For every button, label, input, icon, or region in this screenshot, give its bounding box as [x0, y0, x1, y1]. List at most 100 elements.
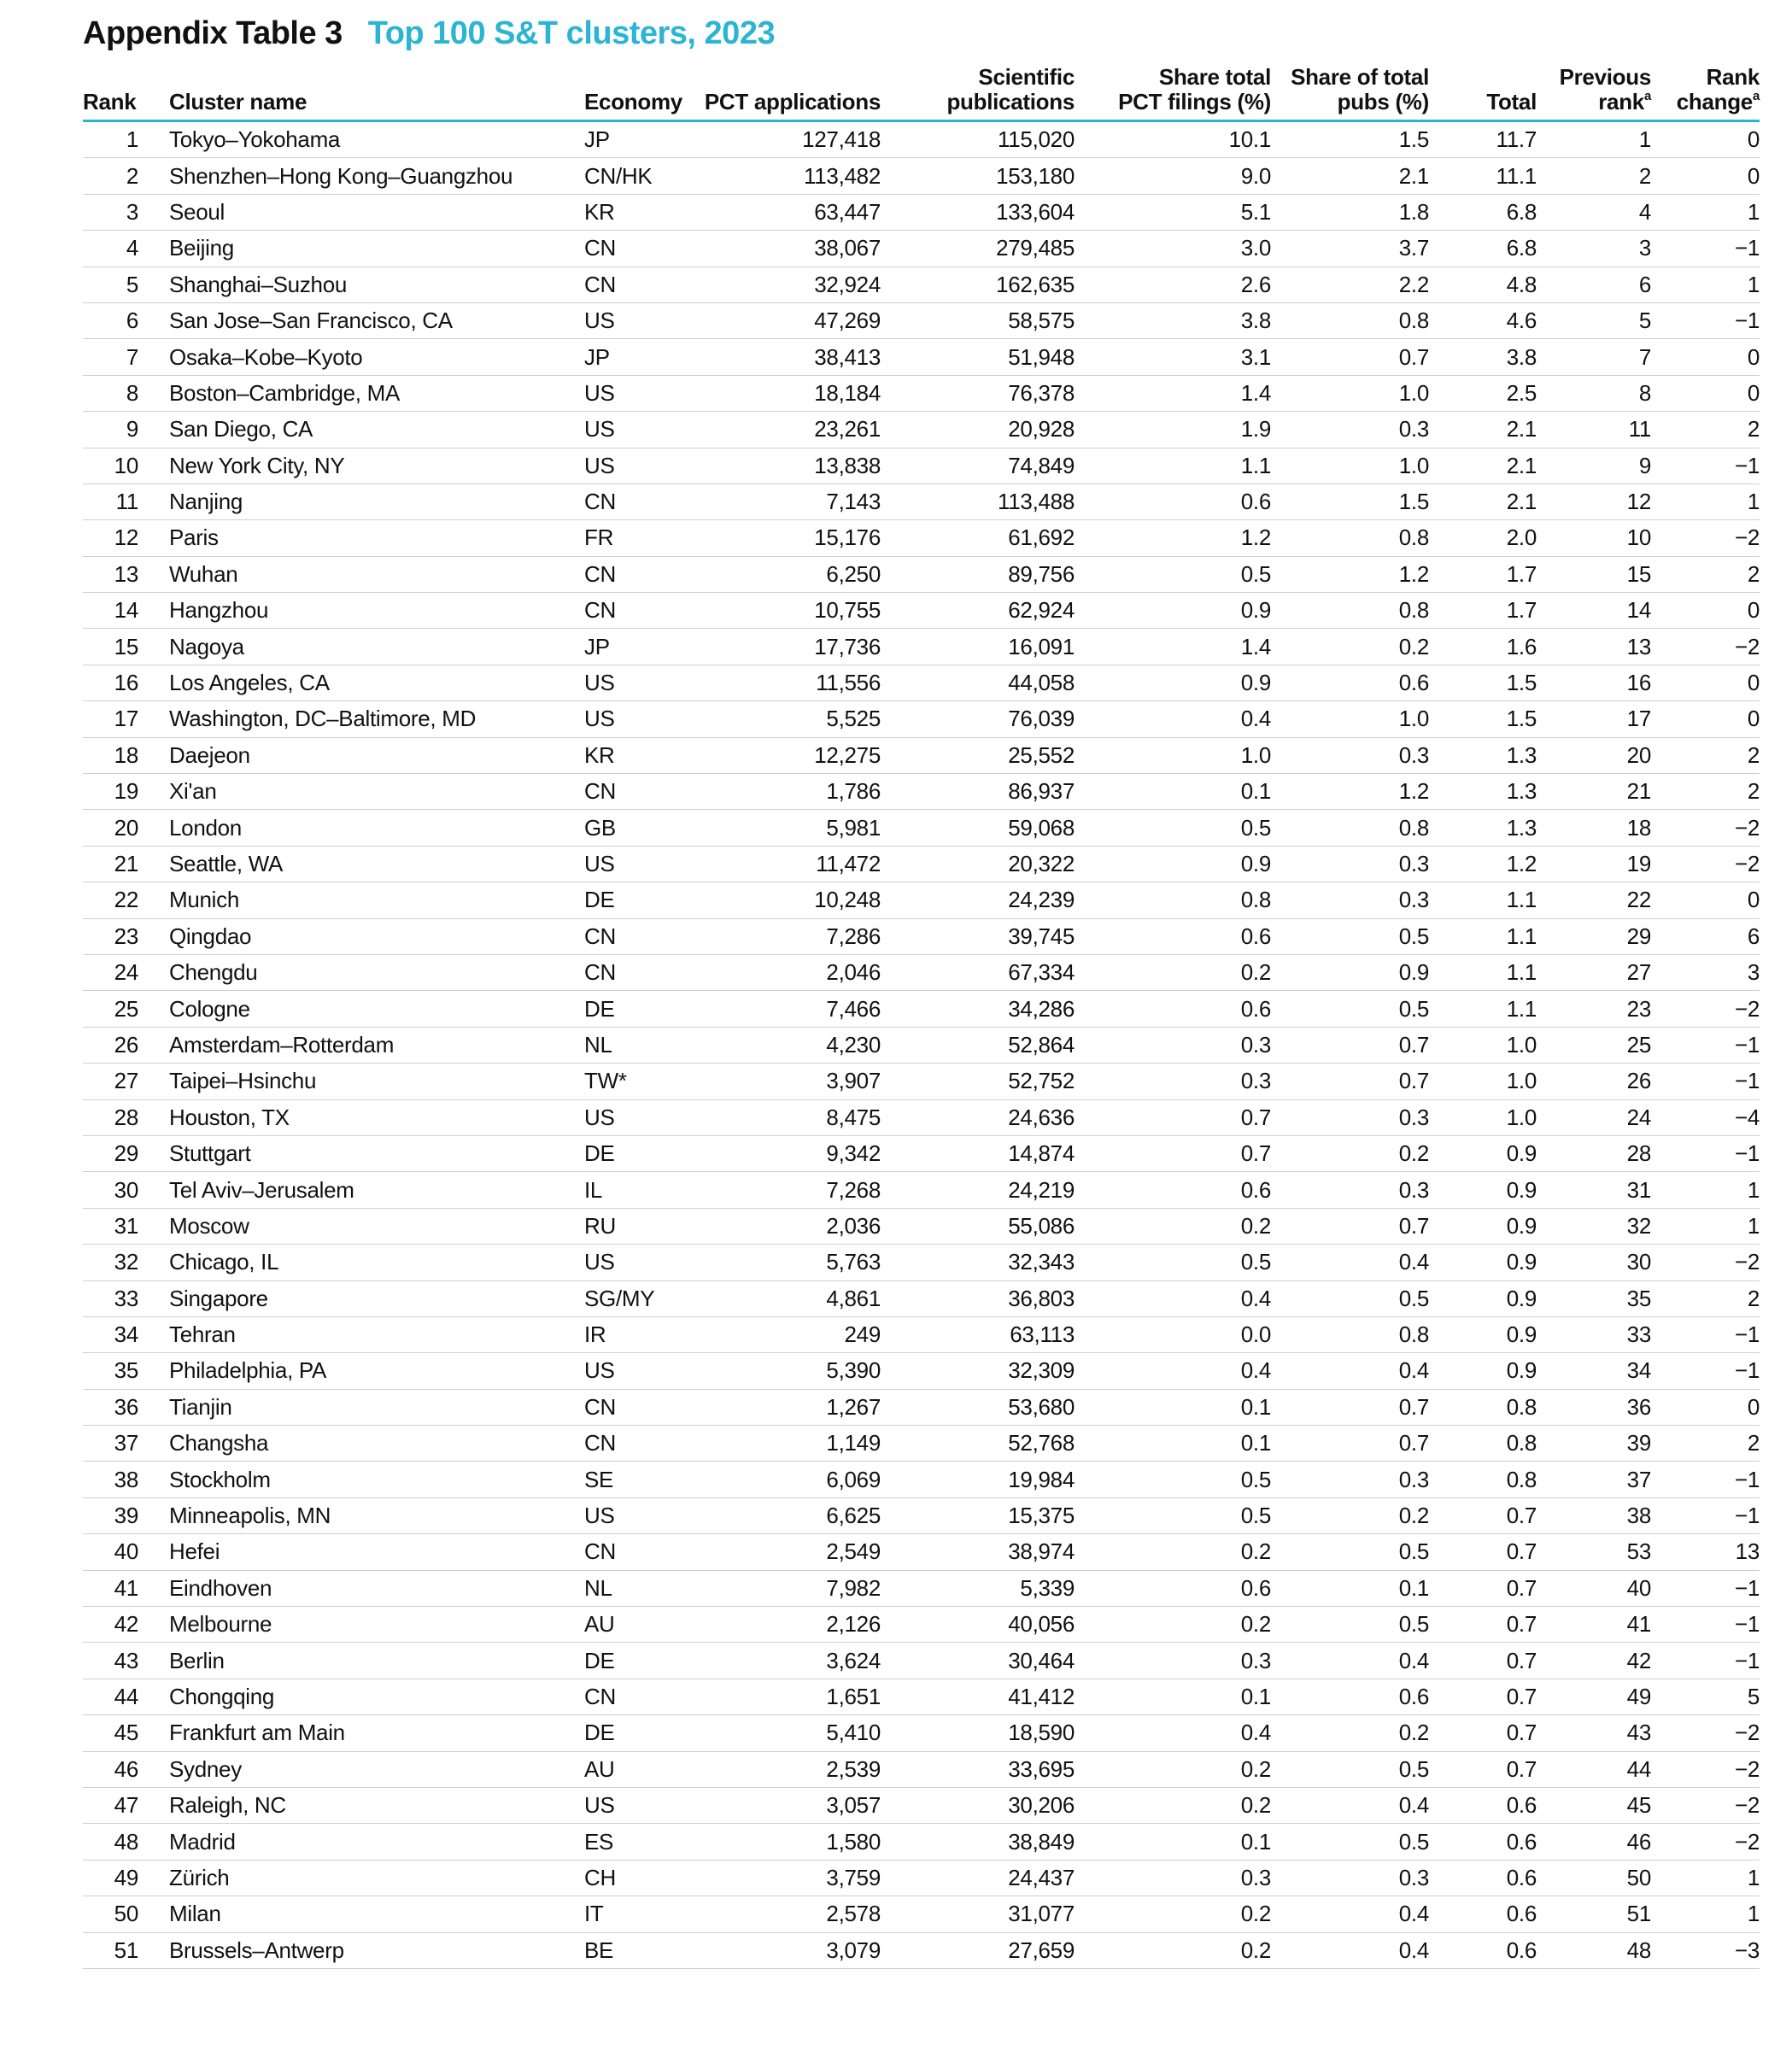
- table-row: 32 Chicago, IL US 5,763 32,343 0.5 0.4 0.9 30 −2: [83, 1244, 1760, 1281]
- cell-economy: CN: [584, 1679, 704, 1716]
- cell-rank-change: −1: [1651, 448, 1760, 484]
- cell-rank: 17: [83, 700, 138, 738]
- table-row: 42 Melbourne AU 2,126 40,056 0.2 0.5 0.7 41 −1: [83, 1606, 1760, 1644]
- cell-cluster-name: Seoul: [138, 194, 584, 231]
- cell-previous-rank: 49: [1537, 1679, 1651, 1716]
- cell-economy: CN: [584, 1425, 704, 1462]
- cell-rank-change: −3: [1651, 1932, 1760, 1969]
- cell-total: 1.0: [1429, 1063, 1537, 1100]
- table-row: 24 Chengdu CN 2,046 67,334 0.2 0.9 1.1 27 3: [83, 954, 1760, 992]
- cell-economy: CN/HK: [584, 157, 704, 195]
- cell-scientific-publications: 76,039: [881, 700, 1075, 738]
- cell-economy: US: [584, 375, 704, 413]
- cell-economy: IR: [584, 1316, 704, 1354]
- cell-economy: RU: [584, 1208, 704, 1245]
- cell-rank: 1: [83, 120, 138, 159]
- table-row: 7 Osaka–Kobe–Kyoto JP 38,413 51,948 3.1 0.7 3.8…: [83, 338, 1760, 376]
- table-row: 47 Raleigh, NC US 3,057 30,206 0.2 0.4 0.6 45 −2: [83, 1787, 1760, 1825]
- cell-cluster-name: Nanjing: [138, 483, 584, 521]
- cell-share-pubs: 0.3: [1271, 411, 1429, 448]
- cell-scientific-publications: 31,077: [881, 1896, 1075, 1933]
- cell-previous-rank: 51: [1537, 1896, 1651, 1933]
- cell-cluster-name: Eindhoven: [138, 1570, 584, 1608]
- table-row: 21 Seattle, WA US 11,472 20,322 0.9 0.3 1.2 19 −2: [83, 846, 1760, 883]
- cell-rank: 11: [83, 483, 138, 521]
- cell-rank-change: 1: [1651, 1896, 1760, 1933]
- cell-previous-rank: 16: [1537, 665, 1651, 702]
- cell-previous-rank: 12: [1537, 483, 1651, 521]
- cell-rank: 34: [83, 1316, 138, 1354]
- cell-rank-change: 0: [1651, 1389, 1760, 1427]
- cell-economy: CN: [584, 230, 704, 267]
- cell-share-pct: 0.1: [1075, 1389, 1271, 1427]
- cell-economy: DE: [584, 1642, 704, 1679]
- cell-rank-change: 6: [1651, 918, 1760, 955]
- cell-pct-applications: 3,759: [704, 1860, 881, 1897]
- cell-rank-change: 1: [1651, 483, 1760, 521]
- table-row: 19 Xi'an CN 1,786 86,937 0.1 1.2 1.3 21 2: [83, 773, 1760, 811]
- cell-scientific-publications: 133,604: [881, 194, 1075, 231]
- cell-total: 1.2: [1429, 846, 1537, 883]
- cell-rank: 33: [83, 1280, 138, 1317]
- cell-previous-rank: 14: [1537, 592, 1651, 630]
- cell-previous-rank: 2: [1537, 157, 1651, 195]
- cell-rank: 35: [83, 1352, 138, 1390]
- cell-scientific-publications: 30,464: [881, 1642, 1075, 1679]
- cell-previous-rank: 43: [1537, 1714, 1651, 1752]
- cell-cluster-name: San Jose–San Francisco, CA: [138, 302, 584, 340]
- cell-total: 0.9: [1429, 1244, 1537, 1281]
- cell-total: 6.8: [1429, 194, 1537, 231]
- cell-cluster-name: Tokyo–Yokohama: [138, 120, 584, 159]
- cell-rank-change: −1: [1651, 1642, 1760, 1679]
- cell-pct-applications: 1,651: [704, 1679, 881, 1716]
- cell-share-pubs: 0.7: [1271, 338, 1429, 376]
- cell-cluster-name: Minneapolis, MN: [138, 1497, 584, 1535]
- cell-rank-change: −1: [1651, 1027, 1760, 1064]
- cell-rank: 37: [83, 1425, 138, 1462]
- table-row: 49 Zürich CH 3,759 24,437 0.3 0.3 0.6 50 1: [83, 1860, 1760, 1897]
- cell-rank: 44: [83, 1679, 138, 1716]
- cell-economy: JP: [584, 628, 704, 665]
- table-row: 17 Washington, DC–Baltimore, MD US 5,525 76,…: [83, 700, 1760, 738]
- cell-economy: CN: [584, 556, 704, 594]
- cell-economy: NL: [584, 1570, 704, 1608]
- cell-cluster-name: Brussels–Antwerp: [138, 1932, 584, 1969]
- cell-scientific-publications: 44,058: [881, 665, 1075, 702]
- cell-scientific-publications: 32,309: [881, 1352, 1075, 1390]
- cell-scientific-publications: 32,343: [881, 1244, 1075, 1281]
- cell-share-pct: 3.1: [1075, 338, 1271, 376]
- cell-total: 4.6: [1429, 302, 1537, 340]
- header-line: Scientific: [978, 64, 1075, 90]
- cell-share-pct: 0.2: [1075, 1896, 1271, 1933]
- cell-economy: AU: [584, 1751, 704, 1788]
- cell-share-pct: 0.7: [1075, 1099, 1271, 1136]
- header-cluster-name: Cluster name: [138, 65, 584, 122]
- cell-total: 0.7: [1429, 1570, 1537, 1608]
- cell-cluster-name: Zürich: [138, 1860, 584, 1897]
- cell-share-pubs: 0.2: [1271, 628, 1429, 665]
- cell-pct-applications: 6,069: [704, 1461, 881, 1498]
- cell-rank: 48: [83, 1823, 138, 1861]
- cell-scientific-publications: 40,056: [881, 1606, 1075, 1644]
- table-row: 41 Eindhoven NL 7,982 5,339 0.6 0.1 0.7 40 −1: [83, 1570, 1760, 1608]
- table-row: 28 Houston, TX US 8,475 24,636 0.7 0.3 1.0 24 −4: [83, 1099, 1760, 1136]
- cell-cluster-name: Frankfurt am Main: [138, 1714, 584, 1752]
- cell-rank-change: −1: [1651, 1570, 1760, 1608]
- cell-cluster-name: Paris: [138, 519, 584, 557]
- cell-rank-change: 0: [1651, 700, 1760, 738]
- table-row: 20 London GB 5,981 59,068 0.5 0.8 1.3 18 −2: [83, 809, 1760, 847]
- cell-scientific-publications: 18,590: [881, 1714, 1075, 1752]
- cell-economy: SG/MY: [584, 1280, 704, 1317]
- cell-share-pubs: 1.5: [1271, 483, 1429, 521]
- cell-previous-rank: 38: [1537, 1497, 1651, 1535]
- cell-pct-applications: 8,475: [704, 1099, 881, 1136]
- cell-rank-change: 1: [1651, 194, 1760, 231]
- cell-rank: 43: [83, 1642, 138, 1679]
- cell-previous-rank: 22: [1537, 882, 1651, 919]
- cell-rank: 47: [83, 1787, 138, 1825]
- cell-rank-change: −1: [1651, 302, 1760, 340]
- cell-total: 0.7: [1429, 1497, 1537, 1535]
- cell-share-pubs: 0.8: [1271, 519, 1429, 557]
- cell-total: 2.5: [1429, 375, 1537, 413]
- cell-share-pct: 0.3: [1075, 1642, 1271, 1679]
